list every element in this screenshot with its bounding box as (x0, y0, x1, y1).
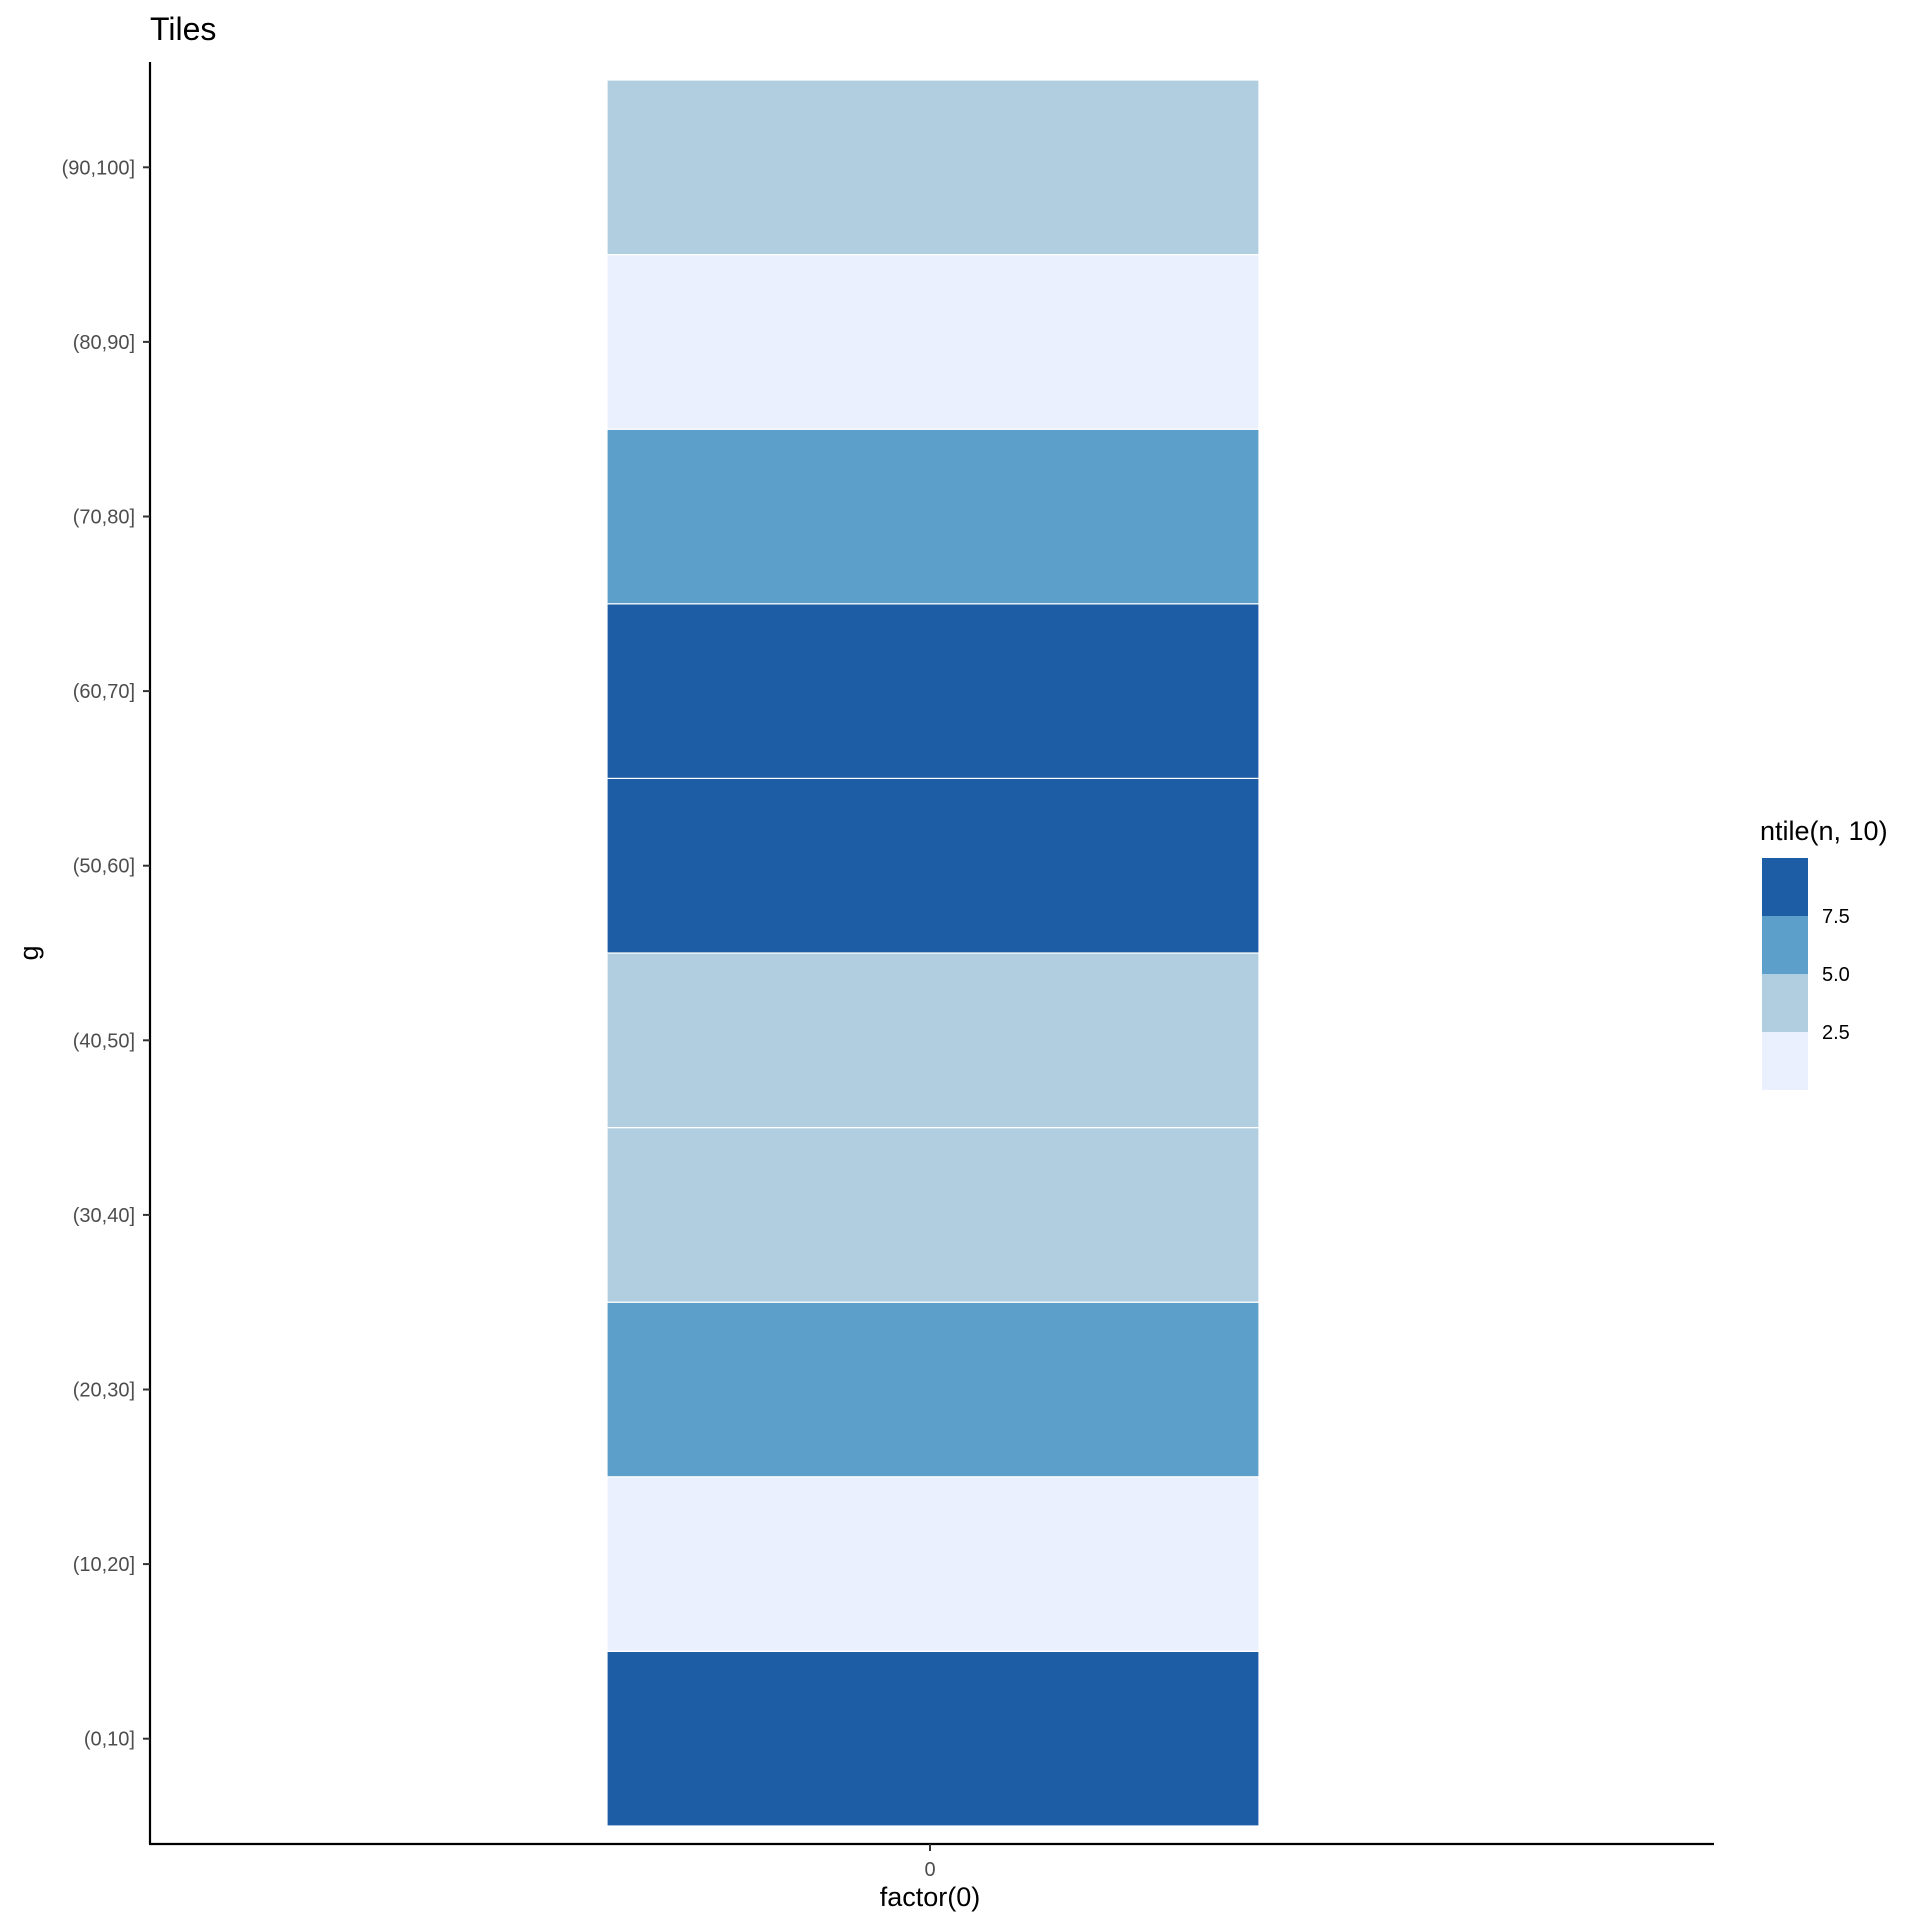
legend-colorbar (1762, 858, 1808, 1090)
legend-title: ntile(n, 10) (1760, 816, 1888, 846)
tile-8 (606, 254, 1260, 430)
legend-label: 2.5 (1822, 1022, 1850, 1044)
y-tick-label: (60,70] (73, 681, 135, 703)
tile-0 (606, 1650, 1260, 1827)
tile-6 (606, 603, 1260, 779)
legend-label: 5.0 (1822, 964, 1850, 986)
x-axis-title: factor(0) (880, 1882, 981, 1912)
y-tick-label: (80,90] (73, 332, 135, 354)
tile-7 (606, 428, 1260, 605)
y-tick-label: (50,60] (73, 856, 135, 878)
y-axis-title: g (14, 945, 44, 960)
y-tick-label: (90,100] (62, 157, 135, 179)
legend-label: 7.5 (1822, 906, 1850, 928)
y-tick-label: (70,80] (73, 507, 135, 529)
tile-5 (606, 777, 1260, 954)
y-tick-label: (30,40] (73, 1205, 135, 1227)
chart-title: Tiles (150, 11, 216, 47)
legend-swatch-2 (1762, 974, 1808, 1032)
y-tick-label: (40,50] (73, 1030, 135, 1052)
tile-1 (606, 1476, 1260, 1653)
tile-3 (606, 1126, 1260, 1303)
y-tick-label: (20,30] (73, 1380, 135, 1402)
legend-swatch-1 (1762, 916, 1808, 974)
tile-9 (606, 79, 1260, 256)
y-axis-ticks: (0,10] (10,20] (20,30] (30,40] (40,50] (50,60… (62, 157, 150, 1751)
x-axis-ticks: 0 (924, 1844, 936, 1881)
y-tick-label: (0,10] (84, 1729, 135, 1751)
tile-2 (606, 1301, 1260, 1478)
tile-4 (606, 952, 1260, 1129)
legend-swatch-0 (1762, 858, 1808, 916)
y-tick-label: (10,20] (73, 1554, 135, 1576)
legend: ntile(n, 10) 7.5 5.0 2.5 (1760, 816, 1888, 1090)
legend-labels: 7.5 5.0 2.5 (1822, 906, 1850, 1044)
legend-swatch-3 (1762, 1032, 1808, 1090)
tiles-layer (606, 79, 1260, 1827)
x-tick-label: 0 (924, 1859, 935, 1881)
